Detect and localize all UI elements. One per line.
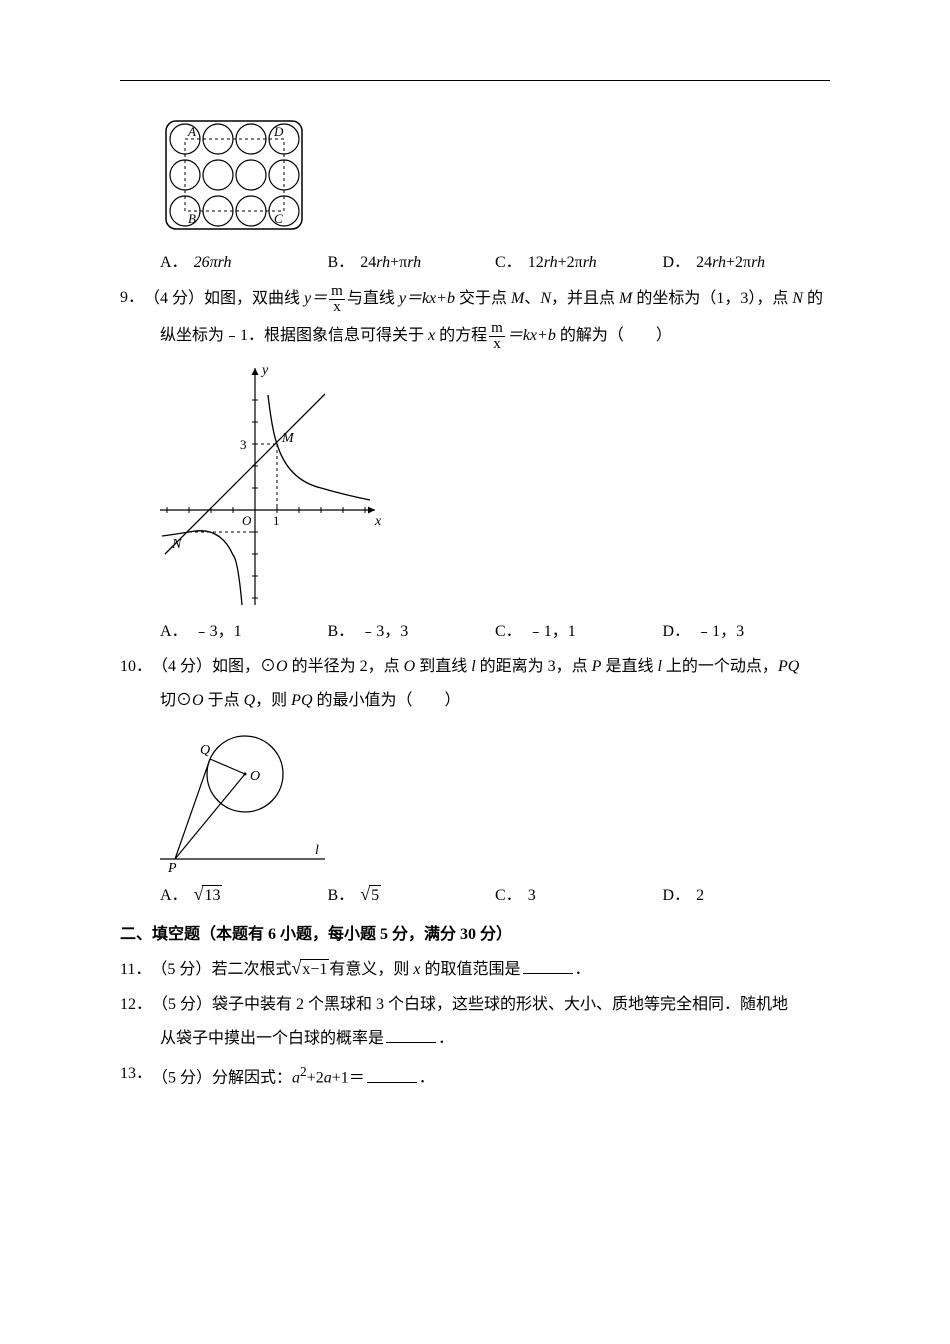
q8-opt-b-text: 24rh+πrh bbox=[360, 254, 421, 271]
q9-number: 9． bbox=[120, 284, 144, 315]
q9-line2: 纵坐标为﹣1．根据图象信息可得关于 x 的方程mx＝kx+b 的解为（ ） bbox=[160, 321, 830, 352]
superscript: 2 bbox=[300, 1064, 307, 1079]
svg-text:C: C bbox=[274, 211, 283, 226]
q13: 13． （5 分）分解因式：a2+2a+1＝． bbox=[120, 1060, 830, 1093]
svg-text:O: O bbox=[250, 769, 260, 784]
section2-title: 二、填空题（本题有 6 小题，每小题 5 分，满分 30 分） bbox=[120, 921, 830, 950]
svg-text:l: l bbox=[315, 843, 319, 858]
svg-text:1: 1 bbox=[273, 513, 280, 528]
sqrt-icon: √5 bbox=[360, 885, 381, 905]
q8-opt-a-text: 26πrh bbox=[194, 254, 232, 271]
q12-line2: 从袋子中摸出一个白球的概率是． bbox=[160, 1025, 830, 1054]
fill-blank bbox=[523, 958, 573, 974]
q10-line2: 切⊙O 于点 Q，则 PQ 的最小值为（ ） bbox=[160, 687, 830, 716]
svg-text:3: 3 bbox=[240, 437, 247, 452]
sqrt-icon: √13 bbox=[194, 885, 223, 905]
svg-text:Q: Q bbox=[200, 743, 210, 758]
svg-text:N: N bbox=[171, 537, 182, 552]
q11-stem: （5 分）若二次根式√x−1有意义，则 x 的取值范围是． bbox=[151, 956, 830, 985]
q11-number: 11． bbox=[120, 956, 151, 985]
q10-option-c: C．3 bbox=[495, 882, 663, 911]
q10-stem: （4 分）如图，⊙O 的半径为 2，点 O 到直线 l 的距离为 3，点 P 是… bbox=[152, 653, 830, 682]
q9-stem: （4 分）如图，双曲线 y＝mx与直线 y＝kx+b 交于点 M、N，并且点 M… bbox=[144, 284, 830, 315]
q8-opt-c-text: 12rh+2πrh bbox=[528, 254, 597, 271]
svg-text:D: D bbox=[273, 124, 284, 139]
sqrt-icon: √x−1 bbox=[291, 959, 329, 979]
q10-number: 10． bbox=[120, 653, 152, 682]
q13-stem: （5 分）分解因式：a2+2a+1＝． bbox=[152, 1060, 830, 1093]
q10: 10． （4 分）如图，⊙O 的半径为 2，点 O 到直线 l 的距离为 3，点… bbox=[120, 653, 830, 682]
q12-stem: （5 分）袋子中装有 2 个黑球和 3 个白球，这些球的形状、大小、质地等完全相… bbox=[152, 991, 830, 1020]
svg-text:M: M bbox=[281, 431, 295, 446]
q10-option-a: A．√13 bbox=[160, 882, 328, 911]
q9: 9． （4 分）如图，双曲线 y＝mx与直线 y＝kx+b 交于点 M、N，并且… bbox=[120, 284, 830, 315]
q10-option-d: D．2 bbox=[663, 882, 831, 911]
svg-text:O: O bbox=[242, 513, 252, 528]
q10-options: A．√13 B．√5 C．3 D．2 bbox=[160, 882, 830, 911]
svg-text:x: x bbox=[374, 514, 382, 529]
q13-number: 13． bbox=[120, 1060, 152, 1093]
q8-option-b: B．24rh+πrh bbox=[328, 249, 496, 278]
q8-options: A．26πrh B．24rh+πrh C．12rh+2πrh D．24rh+2π… bbox=[160, 249, 830, 278]
q12: 12． （5 分）袋子中装有 2 个黑球和 3 个白球，这些球的形状、大小、质地… bbox=[120, 991, 830, 1020]
fill-blank bbox=[367, 1067, 417, 1083]
q9-option-b: B．﹣3，3 bbox=[328, 618, 496, 647]
svg-text:y: y bbox=[260, 363, 269, 378]
q12-number: 12． bbox=[120, 991, 152, 1020]
q10-option-b: B．√5 bbox=[328, 882, 496, 911]
q8-figure: A D B C bbox=[160, 111, 830, 241]
fraction-icon: mx bbox=[329, 284, 345, 315]
fill-blank bbox=[386, 1027, 436, 1043]
q9-graph: M N x y O 1 3 bbox=[160, 360, 830, 610]
q9-option-a: A．﹣3，1 bbox=[160, 618, 328, 647]
q10-figure: O Q P l bbox=[160, 724, 830, 874]
svg-text:B: B bbox=[188, 211, 196, 226]
top-rule bbox=[120, 80, 830, 81]
svg-text:A: A bbox=[187, 124, 196, 139]
svg-text:P: P bbox=[167, 861, 177, 874]
fraction-icon: mx bbox=[489, 321, 505, 352]
q8-option-c: C．12rh+2πrh bbox=[495, 249, 663, 278]
q8-option-a: A．26πrh bbox=[160, 249, 328, 278]
q9-option-c: C．﹣1，1 bbox=[495, 618, 663, 647]
q9-options: A．﹣3，1 B．﹣3，3 C．﹣1，1 D．﹣1，3 bbox=[160, 618, 830, 647]
q8-opt-d-text: 24rh+2πrh bbox=[696, 254, 765, 271]
q9-option-d: D．﹣1，3 bbox=[663, 618, 831, 647]
q11: 11． （5 分）若二次根式√x−1有意义，则 x 的取值范围是． bbox=[120, 956, 830, 985]
q8-option-d: D．24rh+2πrh bbox=[663, 249, 831, 278]
